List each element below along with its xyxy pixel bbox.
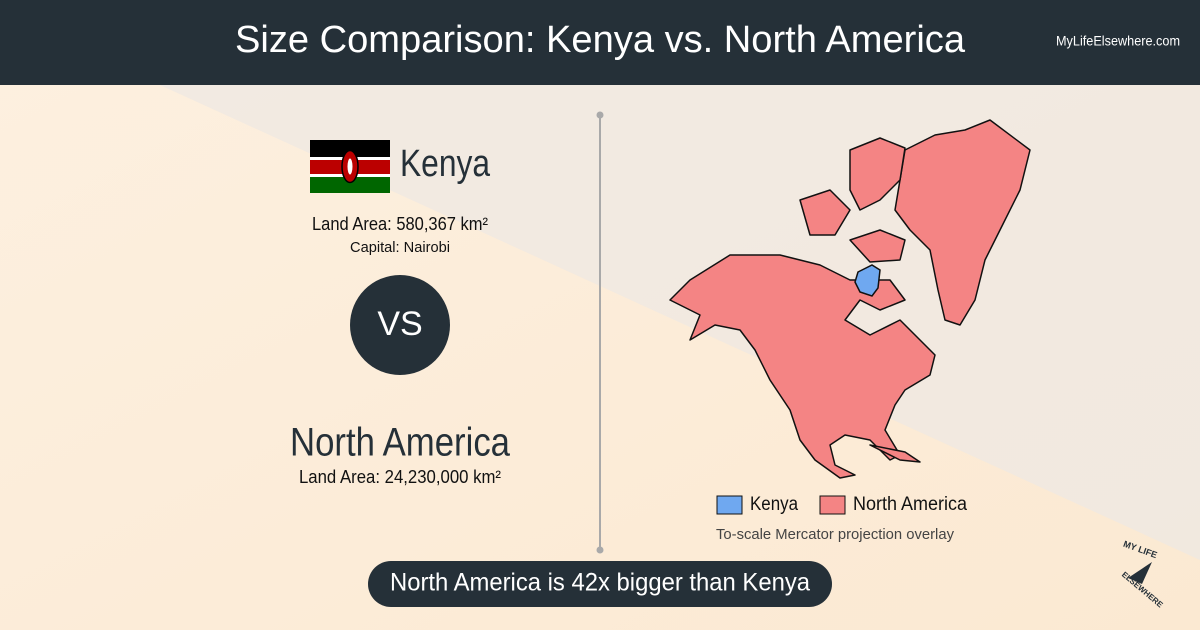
arctic-island <box>849 229 906 263</box>
legend-swatch <box>819 495 846 515</box>
land-area: Land Area: 580,367 km² <box>312 214 488 234</box>
footer-pill <box>368 561 832 607</box>
site-name[interactable]: MyLifeElsewhere.com <box>1056 33 1180 49</box>
header-bar <box>0 0 1200 85</box>
legend-label: Kenya <box>750 494 798 515</box>
greenland <box>894 119 1031 326</box>
legend-swatch <box>716 495 743 515</box>
capital: Capital: Nairobi <box>350 239 450 256</box>
map-overlay <box>669 119 1031 479</box>
legend-label: North America <box>853 494 967 515</box>
arctic-island <box>849 137 906 211</box>
land-area: Land Area: 24,230,000 km² <box>299 467 501 487</box>
country-name: North America <box>290 421 511 465</box>
divider-end <box>596 111 604 119</box>
arctic-island <box>799 189 851 236</box>
vs-text: VS <box>377 305 422 343</box>
title: Size Comparison: Kenya vs. North America <box>235 19 966 61</box>
kenya-overlay <box>854 264 881 297</box>
map-note: To-scale Mercator projection overlay <box>716 526 954 543</box>
country-name: Kenya <box>400 143 491 185</box>
divider-end <box>596 546 604 554</box>
logo-plane <box>1128 562 1152 584</box>
caribbean <box>869 444 921 463</box>
kenya-flag <box>310 140 390 193</box>
vs-badge <box>350 275 450 375</box>
footer-text: North America is 42x bigger than Kenya <box>390 569 810 597</box>
